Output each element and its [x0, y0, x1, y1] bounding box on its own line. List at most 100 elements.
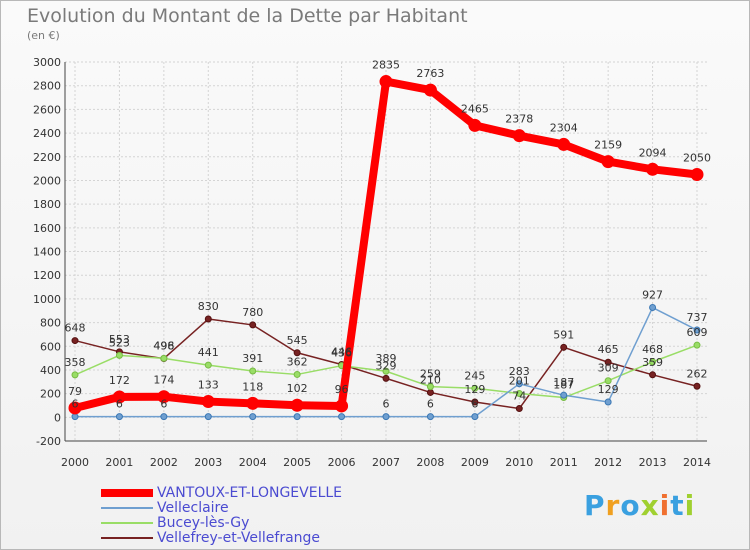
x-tick-label: 2008	[416, 456, 444, 469]
data-point	[160, 354, 168, 362]
y-tick-label: 600	[40, 340, 61, 353]
logo-letter: t	[670, 489, 685, 522]
data-point	[204, 361, 212, 369]
data-point	[249, 413, 257, 421]
data-point	[293, 370, 301, 378]
y-tick-label: 2200	[33, 151, 61, 164]
series-layer	[68, 75, 704, 421]
data-label: 609	[687, 326, 708, 339]
data-label: 309	[598, 362, 619, 375]
x-tick-label: 2001	[105, 456, 133, 469]
data-label: 2465	[461, 102, 489, 115]
x-tick-label: 2005	[283, 456, 311, 469]
data-point	[693, 382, 701, 390]
data-point	[115, 413, 123, 421]
data-point	[604, 358, 612, 366]
data-point	[335, 399, 349, 413]
logo-letter: x	[640, 489, 660, 522]
data-point	[71, 337, 79, 345]
data-point	[426, 383, 434, 391]
data-point	[557, 137, 571, 151]
y-tick-label: -200	[36, 435, 61, 448]
axes	[64, 62, 707, 442]
logo-letter: o	[620, 489, 641, 522]
data-point	[649, 358, 657, 366]
data-point	[115, 351, 123, 359]
data-point	[68, 401, 82, 415]
data-point	[560, 391, 568, 399]
data-label: 737	[687, 311, 708, 324]
y-tick-label: 1200	[33, 269, 61, 282]
x-tick-labels: 2000 2001 2002 2003 2004 2005 2006 2007 2008 2009…	[61, 456, 711, 469]
data-label: 210	[420, 373, 441, 386]
data-label: 468	[642, 343, 663, 356]
data-label: 441	[198, 346, 219, 359]
data-label: 245	[464, 369, 485, 382]
data-point	[560, 343, 568, 351]
x-tick-label: 2002	[150, 456, 178, 469]
data-label: 927	[642, 289, 663, 302]
y-tick-label: 200	[40, 388, 61, 401]
y-tick-labels: -200 0 200 400 600 800 1000 1200 1400 1600 1800 200…	[33, 56, 61, 448]
data-label: 591	[553, 328, 574, 341]
data-point	[379, 75, 393, 89]
data-label: 6	[471, 398, 478, 411]
data-point	[157, 390, 171, 404]
data-point	[204, 413, 212, 421]
logo-letter: i	[684, 489, 696, 522]
data-label: 2763	[416, 67, 444, 80]
data-point	[471, 384, 479, 392]
y-tick-label: 2000	[33, 174, 61, 187]
y-tick-label: 1800	[33, 198, 61, 211]
data-point	[515, 405, 523, 413]
data-point	[71, 371, 79, 379]
data-point	[293, 349, 301, 357]
data-label: 6	[427, 398, 434, 411]
x-tick-label: 2014	[683, 456, 711, 469]
data-label: 187	[553, 379, 574, 392]
data-label: 133	[198, 379, 219, 392]
x-tick-label: 2011	[550, 456, 578, 469]
data-label: 201	[509, 375, 530, 388]
legend-label: Bucey-lès-Gy	[157, 515, 250, 531]
legend-label: Vellefrey-et-Vellefrange	[157, 530, 321, 546]
data-point	[249, 367, 257, 375]
x-tick-label: 2013	[639, 456, 667, 469]
data-label: 329	[376, 359, 397, 372]
y-tick-label: 2600	[33, 103, 61, 116]
logo-letter: r	[605, 489, 621, 522]
legend-swatch	[101, 507, 153, 509]
data-label: 553	[109, 333, 130, 346]
x-tick-label: 2000	[61, 456, 89, 469]
data-label: 359	[642, 356, 663, 369]
data-label: 187	[553, 376, 574, 389]
data-label: 283	[509, 365, 530, 378]
data-label: 6	[72, 398, 79, 411]
series-1	[71, 304, 701, 421]
data-label: 129	[598, 383, 619, 396]
data-label: 362	[287, 355, 308, 368]
data-point	[201, 395, 215, 409]
y-tick-label: 800	[40, 317, 61, 330]
data-label: 465	[598, 343, 619, 356]
data-label: 74	[512, 390, 526, 403]
x-tick-label: 2010	[505, 456, 533, 469]
legend-swatch	[101, 489, 153, 497]
y-tick-label: 1600	[33, 222, 61, 235]
data-point	[601, 155, 615, 169]
data-label: 79	[68, 385, 82, 398]
data-point	[338, 413, 346, 421]
data-label: 118	[242, 380, 263, 393]
data-label: 2378	[505, 113, 533, 126]
data-point	[471, 413, 479, 421]
data-label: 2304	[550, 121, 578, 134]
data-point	[382, 374, 390, 382]
data-label: 830	[198, 300, 219, 313]
unit-label: (en €)	[27, 29, 60, 42]
x-tick-label: 2007	[372, 456, 400, 469]
x-tick-label: 2003	[194, 456, 222, 469]
data-point	[471, 398, 479, 406]
data-point	[515, 380, 523, 388]
